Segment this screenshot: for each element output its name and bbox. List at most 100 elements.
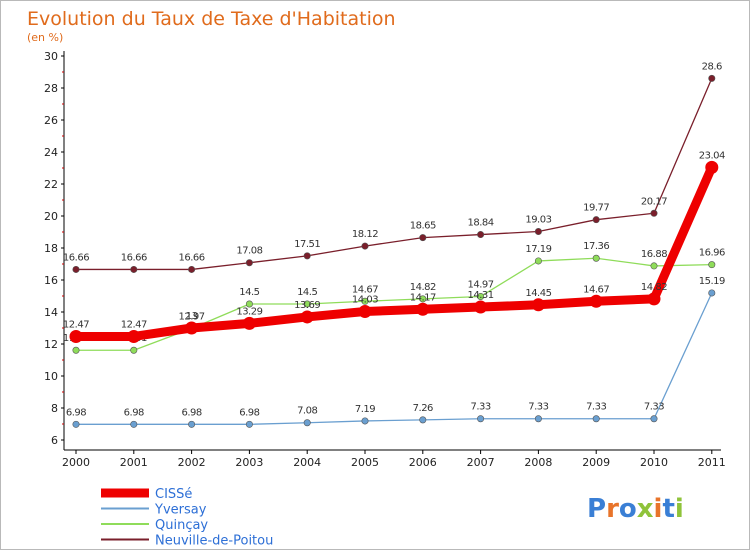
logo-letter: i [654,494,663,524]
data-point [650,262,658,270]
data-point [130,346,138,354]
legend-item: Yversay [101,503,207,518]
x-tick-label: 2000 [62,456,90,469]
data-point [474,300,488,314]
data-point [185,321,199,335]
y-tick-label: 22 [44,178,58,191]
data-label: 19.77 [583,203,609,214]
data-label: 20.17 [641,196,667,207]
data-point [592,415,600,423]
data-point [188,265,196,273]
logo-letter: t [662,494,674,524]
data-point [419,416,427,424]
data-label: 13.69 [294,300,320,311]
data-label: 17.08 [236,246,262,257]
x-tick-label: 2004 [293,456,321,469]
data-point [303,419,311,427]
data-label: 19.03 [525,215,551,226]
data-point [303,252,311,260]
x-tick-label: 2001 [120,456,148,469]
data-point [534,257,542,265]
data-point [477,292,485,300]
data-label: 14.5 [239,287,259,298]
data-point [361,297,369,305]
legend-item: Quinçay [101,518,208,533]
data-point [477,415,485,423]
data-label: 7.33 [528,402,548,413]
data-point [589,294,603,308]
logo-letter: i [675,494,684,524]
data-point [361,417,369,425]
data-label: 18.65 [410,221,436,232]
data-point [534,228,542,236]
data-label: 7.19 [355,404,375,415]
data-label: 16.88 [641,249,667,260]
data-label: 12.97 [179,311,205,322]
y-tick-label: 18 [44,242,58,255]
data-label: 13.29 [236,306,262,317]
data-label: 17.51 [294,239,320,250]
data-point [419,295,427,303]
x-tick-label: 2008 [524,456,552,469]
series-line [75,77,713,271]
data-label: 14.82 [641,282,667,293]
data-point [650,209,658,217]
data-point [592,216,600,224]
data-point [72,346,80,354]
data-point [69,329,83,343]
y-tick-label: 24 [44,146,58,159]
x-tick-label: 2007 [467,456,495,469]
data-label: 6.98 [181,407,201,418]
y-tick-label: 26 [44,114,58,127]
data-label: 23.04 [699,150,725,161]
legend-label: Quinçay [155,518,208,533]
x-tick-label: 2009 [582,456,610,469]
data-point [361,242,369,250]
x-tick-label: 2002 [178,456,206,469]
y-tick-label: 30 [44,50,58,63]
data-point [708,74,716,82]
chart-title: Evolution du Taux de Taxe d'Habitation [27,8,396,30]
y-tick-label: 10 [44,370,58,383]
data-point [127,329,141,343]
data-label: 14.45 [525,288,551,299]
data-point [419,234,427,242]
data-point [130,265,138,273]
data-label: 14.67 [583,284,609,295]
data-point [531,298,545,312]
chart-subtitle: (en %) [27,31,63,44]
data-point [358,305,372,319]
series-line [75,292,713,425]
data-label: 13 [186,311,198,322]
legend-label: Neuville-de-Poitou [155,534,273,549]
data-label: 6.98 [239,407,259,418]
y-tick-label: 14 [44,306,58,319]
data-point [477,231,485,239]
y-tick-label: 28 [44,82,58,95]
data-label: 16.66 [63,252,89,263]
y-tick-label: 6 [51,434,58,447]
data-point [72,265,80,273]
data-point [534,415,542,423]
x-tick-label: 2003 [235,456,263,469]
data-label: 15.19 [699,276,725,287]
data-point [245,259,253,267]
data-point [416,302,430,316]
series-yversay: 6.98 6.98 6.98 6.98 7.08 7.19 7.26 7.33 7.33 7.33… [66,276,725,428]
proxiti-logo: Proxiti [587,494,684,524]
data-label: 18.84 [468,218,494,229]
y-tick-label: 8 [51,402,58,415]
x-tick-label: 2005 [351,456,379,469]
data-label: 7.26 [413,403,433,414]
data-label: 28.6 [702,61,722,72]
legend-label: Yversay [154,503,207,518]
data-point [245,420,253,428]
data-point [705,160,719,174]
series-neuville-de-poitou: 16.66 16.66 16.66 17.08 17.51 18.12 18.65 18.84… [63,61,723,273]
axes: 6 8 10 12 14 16 18 20 22 24 26 28 30 2000 2001 2002 2003… [44,50,726,469]
data-label: 7.33 [586,402,606,413]
